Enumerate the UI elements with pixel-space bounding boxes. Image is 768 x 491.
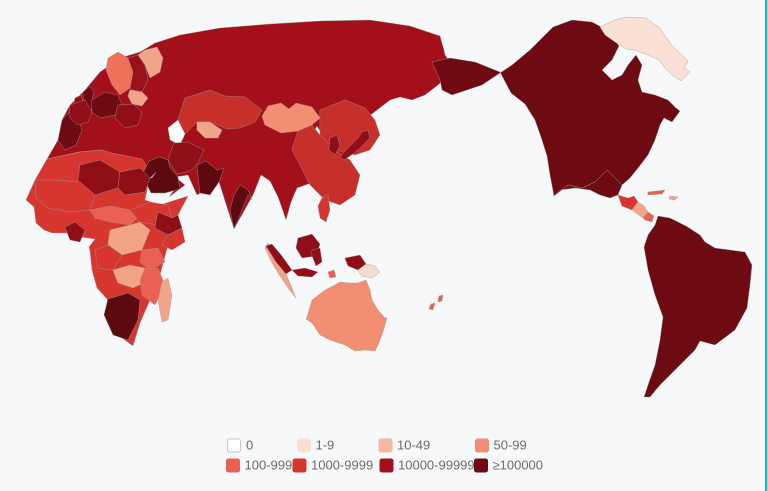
svg-text:≥100000: ≥100000 — [493, 458, 544, 473]
svg-text:1-9: 1-9 — [316, 438, 335, 453]
svg-text:0: 0 — [246, 438, 253, 453]
svg-text:10000-99999: 10000-99999 — [398, 458, 475, 473]
svg-text:50-99: 50-99 — [494, 438, 527, 453]
svg-text:100-999: 100-999 — [245, 458, 293, 473]
svg-text:10-49: 10-49 — [397, 438, 430, 453]
svg-text:1000-9999: 1000-9999 — [311, 458, 373, 473]
